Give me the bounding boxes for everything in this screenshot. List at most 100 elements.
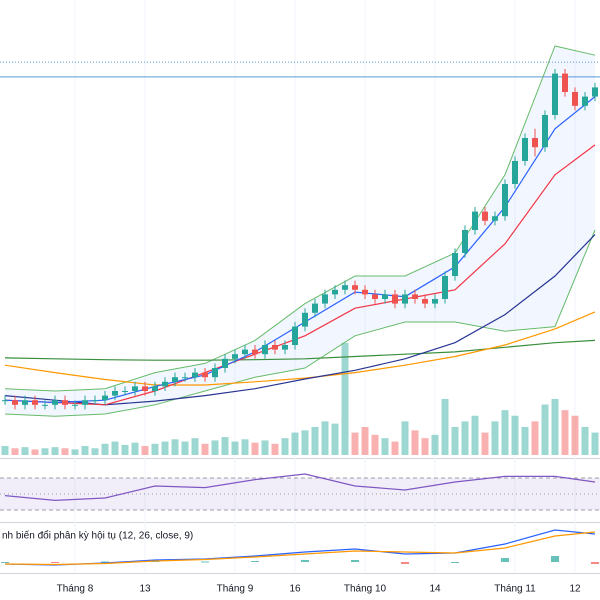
volume-bar <box>371 434 379 455</box>
candle-body <box>32 400 38 405</box>
volume-bar <box>431 434 439 455</box>
candle-body <box>292 326 298 345</box>
volume-bar <box>241 439 249 455</box>
band-line <box>4 229 596 417</box>
candle-body <box>522 138 528 161</box>
x-tick-label: Tháng 11 <box>494 584 536 595</box>
candle-body <box>112 391 118 396</box>
volume-bar <box>1 446 9 455</box>
candle-body <box>552 73 558 115</box>
volume-bar <box>251 442 259 455</box>
candle-body <box>482 211 488 221</box>
macd-title: nh biến đổi phân kỳ hội tụ (12, 26, clos… <box>2 530 193 542</box>
candle-body <box>572 92 578 106</box>
macd-histogram <box>251 561 259 562</box>
candle-body <box>62 400 68 405</box>
volume-bar <box>571 415 579 455</box>
candle-body <box>302 312 308 327</box>
candle-body <box>202 372 208 378</box>
volume-bar <box>341 342 349 455</box>
candle-body <box>312 303 318 313</box>
rsi-line <box>4 473 596 502</box>
candle-body <box>122 391 128 392</box>
x-tick-label: Tháng 10 <box>344 584 387 595</box>
candle-body <box>532 138 538 148</box>
candle-body <box>352 285 358 290</box>
volume-bar <box>31 449 39 455</box>
volume-bar <box>451 426 459 455</box>
candle-body <box>422 299 428 304</box>
volume-bar <box>231 441 239 455</box>
x-tick-label: 16 <box>289 584 301 595</box>
volume-bar <box>271 443 279 455</box>
macd-histogram <box>501 558 509 562</box>
macd-histogram <box>101 561 109 563</box>
x-tick-label: 12 <box>569 584 581 595</box>
band-line <box>4 45 596 392</box>
band-fill <box>5 46 595 417</box>
candle-body <box>542 115 548 148</box>
volume-bar <box>51 447 59 455</box>
volume-bar <box>41 448 49 455</box>
volume-bar <box>211 440 219 455</box>
volume-bar <box>491 421 499 455</box>
volume-bar <box>331 423 339 455</box>
candle-body <box>222 358 228 368</box>
candle-body <box>392 294 398 304</box>
macd-signal <box>4 531 596 566</box>
candle-body <box>332 289 338 295</box>
volume-bar <box>581 426 589 455</box>
candle-body <box>82 400 88 405</box>
volume-bar <box>11 448 19 455</box>
candle-body <box>592 87 598 97</box>
volume-bar <box>21 447 29 455</box>
candle-body <box>42 404 48 406</box>
candle-body <box>182 377 188 379</box>
candle-body <box>362 289 368 295</box>
volume-bar <box>471 415 479 455</box>
volume-bar <box>351 432 359 455</box>
volume-bar <box>511 415 519 455</box>
x-tick-label: Tháng 9 <box>217 584 254 595</box>
volume-bar <box>551 398 559 455</box>
macd-histogram <box>551 556 559 562</box>
main-panel <box>0 45 600 455</box>
candle-body <box>452 253 458 276</box>
candle-body <box>2 400 8 402</box>
candle-body <box>12 400 18 405</box>
volume-bar <box>281 438 289 455</box>
volume-bar <box>541 404 549 455</box>
macd-histogram <box>1 562 9 563</box>
volume-bar <box>181 441 189 455</box>
macd-histogram <box>51 562 59 563</box>
volume-bar <box>91 448 99 455</box>
candle-body <box>72 404 78 406</box>
candle-body <box>342 285 348 290</box>
volume-bar <box>411 430 419 455</box>
rsi-panel <box>0 473 600 511</box>
macd-histogram <box>301 560 309 562</box>
candle-body <box>132 386 138 391</box>
candle-body <box>262 345 268 355</box>
volume-bar <box>321 421 329 455</box>
candle-body <box>402 294 408 304</box>
candle-body <box>102 395 108 401</box>
candle-body <box>172 377 178 382</box>
candle-body <box>212 368 218 378</box>
candle-body <box>162 381 168 387</box>
volume-bar <box>291 432 299 455</box>
candle-body <box>372 294 378 299</box>
candle-body <box>472 211 478 230</box>
volume-bar <box>401 421 409 455</box>
candle-body <box>512 161 518 184</box>
volume-bar <box>521 426 529 455</box>
macd-histogram <box>401 562 409 564</box>
volume-bar <box>301 430 309 455</box>
candle-body <box>142 386 148 391</box>
volume-bar <box>61 448 69 455</box>
candle-body <box>272 345 278 350</box>
moving-average <box>4 311 596 386</box>
volume-bar <box>131 442 139 455</box>
